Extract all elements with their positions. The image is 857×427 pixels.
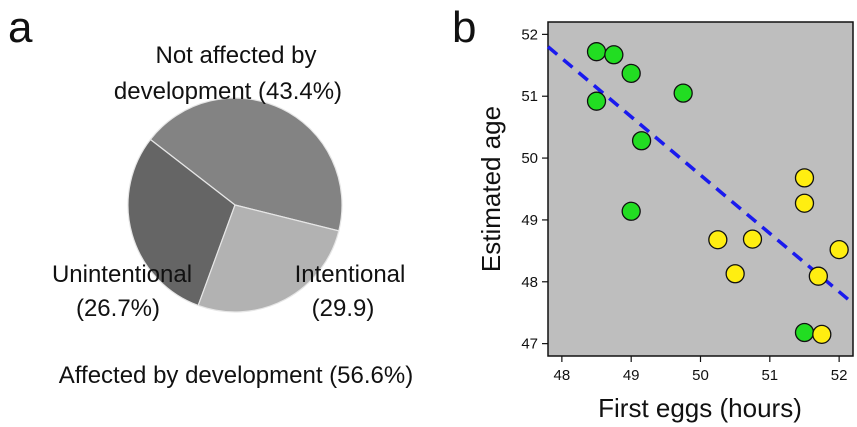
label-intentional-line2: (29.9) <box>312 295 375 322</box>
point-s0-6 <box>621 201 641 221</box>
panel-a-pie-chart: a Not affected by development (43.4%) In… <box>8 3 413 389</box>
x-tick-label-0: 48 <box>554 367 571 384</box>
y-tick-label-3: 50 <box>521 150 538 167</box>
point-s1-4 <box>725 264 745 284</box>
point-s1-2 <box>708 230 728 250</box>
panel-label-b: b <box>452 3 476 52</box>
trend-line <box>546 45 855 305</box>
panel-b-scatter-plot: b 48 49 50 51 52 47 48 49 50 51 52 First eggs (ho… <box>452 3 855 423</box>
label-not-affected-line1: Not affected by <box>156 42 317 69</box>
x-tick-label-3: 51 <box>761 367 778 384</box>
point-s1-0 <box>794 168 815 188</box>
point-s1-6 <box>829 239 849 260</box>
point-s1-1 <box>794 193 815 213</box>
y-tick-label-0: 47 <box>521 336 538 353</box>
x-axis-title: First eggs (hours) <box>598 393 802 423</box>
y-tick-label-1: 48 <box>521 274 538 291</box>
y-tick-label-5: 52 <box>521 26 538 43</box>
y-tick-label-2: 49 <box>521 212 538 229</box>
label-not-affected-line2: development (43.4%) <box>114 78 342 105</box>
y-tick-label-4: 51 <box>521 88 538 105</box>
pie-slice-1 <box>127 138 236 307</box>
label-unintentional-line2: (26.7%) <box>76 295 160 322</box>
scatter-points <box>586 42 849 345</box>
point-s0-0 <box>586 42 607 62</box>
point-s0-1 <box>604 45 624 65</box>
point-s0-5 <box>631 131 652 151</box>
label-affected-total: Affected by development (56.6%) <box>59 362 413 389</box>
pie-slices <box>127 97 343 313</box>
y-axis-title: Estimated age <box>476 106 506 272</box>
point-s0-2 <box>621 63 641 83</box>
point-s0-7 <box>794 322 815 343</box>
y-axis-ticks: 47 48 49 50 51 52 <box>521 26 548 353</box>
pie-slice-2 <box>197 204 340 313</box>
panel-label-a: a <box>8 3 33 52</box>
label-intentional-line1: Intentional <box>295 261 406 288</box>
label-unintentional-line1: Unintentional <box>52 261 192 288</box>
plot-area <box>547 21 854 357</box>
pie-slice-0 <box>149 97 343 232</box>
x-tick-label-2: 50 <box>692 367 709 384</box>
point-s1-5 <box>808 266 828 286</box>
point-s1-3 <box>742 229 763 249</box>
point-s1-7 <box>812 324 832 345</box>
x-tick-label-1: 49 <box>623 367 640 384</box>
point-s0-3 <box>586 91 607 111</box>
x-axis-ticks: 48 49 50 51 52 <box>554 356 848 384</box>
point-s0-4 <box>673 83 693 103</box>
x-tick-label-4: 52 <box>831 367 848 384</box>
